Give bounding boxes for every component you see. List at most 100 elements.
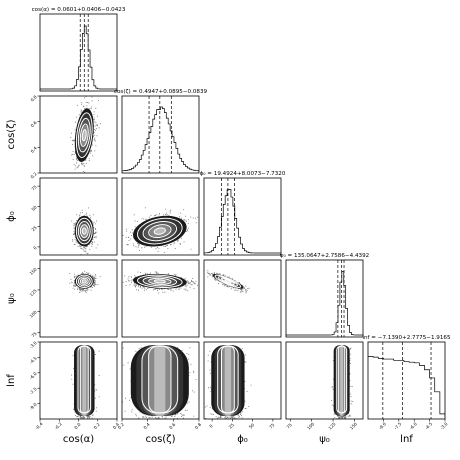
panel-title-cos_alpha: cos(α) = 0.0601+0.0406−0.0423 xyxy=(32,7,126,13)
contour-0 xyxy=(75,274,93,288)
panel-frame xyxy=(203,341,282,420)
x-tick-label: -0.4 xyxy=(34,421,44,431)
x-tick-label: -6.0 xyxy=(408,421,418,431)
y-tick-label: -6.0 xyxy=(28,371,38,381)
panel-content xyxy=(71,207,99,255)
x-tick-label: 0.0 xyxy=(73,422,81,430)
panel-cos_zeta-cos_zeta: cos(ζ) = 0.4947+0.0895−0.0839 xyxy=(114,89,208,174)
y-tick-label: 150 xyxy=(29,267,38,276)
contour-1 xyxy=(79,345,89,414)
y-tick-label: -9.0 xyxy=(28,402,38,412)
contour-3 xyxy=(81,227,87,235)
x-tick-label: 75 xyxy=(286,422,294,430)
panel-cos_zeta-lnf: 0.2 0.4 0.6 0.8 cos(ζ) xyxy=(117,341,202,445)
panel-content xyxy=(70,96,101,173)
contour-1 xyxy=(77,276,91,287)
x-tick-label: 0.2 xyxy=(93,422,101,430)
contour-3 xyxy=(224,279,232,284)
density-level-4 xyxy=(154,228,165,234)
panel-content xyxy=(286,260,363,337)
panel-phi0-psi0 xyxy=(203,259,282,338)
panel-content xyxy=(122,345,197,419)
panel-content xyxy=(69,271,101,294)
panel-content xyxy=(368,342,445,419)
panel-content xyxy=(71,345,100,419)
x-tick-label: 0.4 xyxy=(142,422,150,430)
y-axis-label-psi0: ψ₀ xyxy=(6,293,17,304)
x-axis-label-lnf: lnf xyxy=(400,434,413,445)
contour-2 xyxy=(79,277,89,285)
panel-frame xyxy=(203,259,282,338)
density-level-4 xyxy=(82,279,87,283)
density-band-4 xyxy=(154,345,166,416)
panel-psi0-psi0: ψ₀ = 135.0647+2.7586−4.4392 xyxy=(280,253,369,338)
contour-0 xyxy=(136,274,183,288)
panel-cos_zeta-psi0 xyxy=(121,259,200,338)
x-tick-label: -9.0 xyxy=(378,421,388,431)
x-tick-label: 75 xyxy=(268,422,276,430)
panel-title-phi0: ϕ₀ = 19.4924+8.0073−7.7320 xyxy=(200,171,286,177)
contour-3 xyxy=(81,279,87,284)
contour-1 xyxy=(221,345,235,414)
contour-0 xyxy=(75,217,93,245)
x-tick-label: 50 xyxy=(248,422,256,430)
histogram-lnf xyxy=(368,356,445,417)
panel-frame xyxy=(39,13,118,92)
density-level-4 xyxy=(82,130,87,141)
y-tick-label: 125 xyxy=(29,288,38,297)
y-axis-label-lnf: lnf xyxy=(6,374,17,387)
x-axis-label-cos_alpha: cos(α) xyxy=(63,434,94,445)
panel-frame xyxy=(121,341,200,420)
x-axis-label-phi0: ϕ₀ xyxy=(237,434,248,445)
x-tick-label: 0.4 xyxy=(112,422,120,430)
contour-0 xyxy=(136,217,183,245)
contour-1 xyxy=(217,276,239,287)
panel-content xyxy=(204,345,252,419)
panel-title-psi0: ψ₀ = 135.0647+2.7586−4.4392 xyxy=(280,253,369,259)
corner-panels: cos(α) = 0.0601+0.0406−0.0423 0.2 0.4 0.6 0.… xyxy=(6,7,451,445)
contour-0 xyxy=(75,112,93,159)
x-tick-label: -0.2 xyxy=(54,421,64,431)
contour-2 xyxy=(148,224,172,238)
panel-content xyxy=(122,96,199,173)
contour-1 xyxy=(148,345,172,414)
histogram-cos_zeta xyxy=(122,106,199,172)
y-tick-label: 0.8 xyxy=(30,94,38,102)
panel-content xyxy=(122,207,199,255)
y-tick-label: 50 xyxy=(30,204,38,212)
panel-content xyxy=(207,270,250,294)
panel-psi0-lnf: 75 100 125 150 ψ₀ xyxy=(286,341,364,445)
density-level-4 xyxy=(225,279,231,283)
panel-cos_alpha-psi0: 75 100 125 150 ψ₀ xyxy=(6,259,118,338)
y-axis-label-cos_zeta: cos(ζ) xyxy=(6,119,17,149)
contour-1 xyxy=(77,220,91,242)
contour-2 xyxy=(148,277,172,285)
y-tick-label: -7.5 xyxy=(28,386,38,396)
x-tick-label: 150 xyxy=(349,421,358,430)
y-tick-label: 0.4 xyxy=(30,145,38,153)
density-level-4 xyxy=(82,228,87,234)
density-band-4 xyxy=(224,345,232,416)
panel-content xyxy=(204,178,281,255)
y-axis-label-phi0: ϕ₀ xyxy=(6,211,17,222)
panel-phi0-lnf: 0 25 50 75 ϕ₀ xyxy=(203,341,282,445)
contour-2 xyxy=(79,224,89,238)
panel-cos_zeta-phi0 xyxy=(121,177,200,256)
y-tick-label: 0.6 xyxy=(30,120,38,128)
panel-frame xyxy=(285,259,364,338)
contour-3 xyxy=(81,129,87,142)
contour-3 xyxy=(153,227,166,235)
panel-frame xyxy=(39,177,118,256)
panel-frame xyxy=(39,95,118,174)
panel-frame xyxy=(367,341,446,420)
x-tick-label: 0.6 xyxy=(168,422,176,430)
y-tick-label: 0.2 xyxy=(30,171,38,179)
y-tick-label: 100 xyxy=(29,309,38,318)
contour-1 xyxy=(142,220,178,242)
panel-lnf-lnf: lnf = −7.1390+2.7775−1.9165-9.0 -7.5 -6.0-… xyxy=(362,335,451,445)
contour-0 xyxy=(214,274,242,288)
contour-2 xyxy=(79,123,89,147)
panel-frame xyxy=(121,95,200,174)
x-tick-label: 25 xyxy=(228,422,236,430)
x-tick-label: 100 xyxy=(306,421,315,430)
